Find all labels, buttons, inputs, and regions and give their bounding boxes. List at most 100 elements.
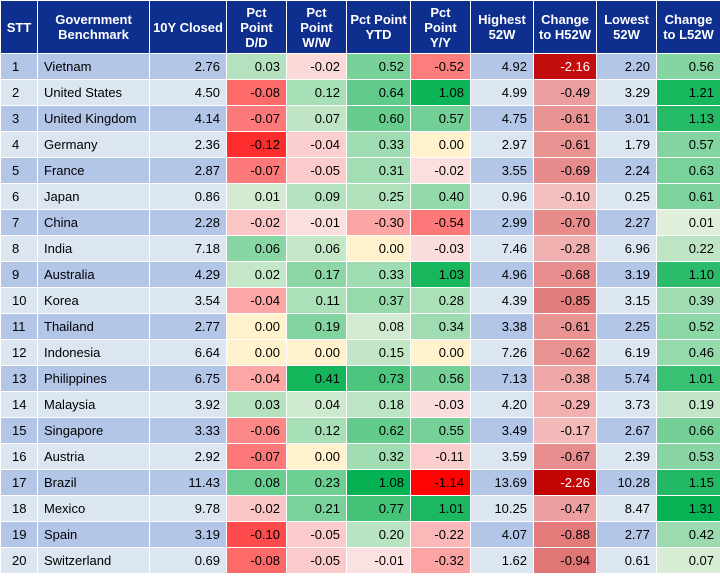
cell-pct-ww: 0.11 (286, 287, 347, 314)
cell-pct-yy: 0.34 (410, 313, 471, 340)
cell-pct-yy: -0.22 (410, 521, 471, 548)
cell-10y-closed: 2.92 (149, 443, 227, 470)
cell-change-h52w: -0.61 (533, 313, 597, 340)
cell-pct-dd: -0.02 (226, 495, 287, 522)
cell-change-l52w: 1.13 (656, 105, 720, 132)
cell-pct-ytd: 0.31 (346, 157, 411, 184)
cell-10y-closed: 2.87 (149, 157, 227, 184)
cell-pct-ytd: 0.77 (346, 495, 411, 522)
cell-lowest-52w: 0.25 (596, 183, 657, 210)
cell-highest-52w: 3.59 (470, 443, 534, 470)
cell-pct-dd: 0.03 (226, 391, 287, 418)
cell-10y-closed: 4.29 (149, 261, 227, 288)
cell-10y-closed: 2.36 (149, 131, 227, 158)
cell-change-h52w: -0.38 (533, 365, 597, 392)
header-highest-52w: Highest 52W (470, 0, 534, 54)
cell-10y-closed: 4.14 (149, 105, 227, 132)
cell-stt: 12 (0, 339, 38, 366)
cell-change-l52w: 0.57 (656, 131, 720, 158)
cell-stt: 11 (0, 313, 38, 340)
cell-change-l52w: 0.07 (656, 547, 720, 574)
cell-pct-yy: -0.02 (410, 157, 471, 184)
header-row: STT Government Benchmark 10Y Closed Pct … (0, 0, 720, 54)
cell-pct-ww: 0.07 (286, 105, 347, 132)
cell-pct-ytd: 0.60 (346, 105, 411, 132)
cell-10y-closed: 9.78 (149, 495, 227, 522)
cell-lowest-52w: 2.25 (596, 313, 657, 340)
cell-highest-52w: 3.38 (470, 313, 534, 340)
header-change-l52w: Change to L52W (656, 0, 720, 54)
cell-10y-closed: 0.86 (149, 183, 227, 210)
cell-pct-ww: 0.41 (286, 365, 347, 392)
cell-lowest-52w: 2.20 (596, 53, 657, 80)
cell-benchmark: Brazil (37, 469, 150, 496)
header-lowest-52w: Lowest 52W (596, 0, 657, 54)
cell-lowest-52w: 3.19 (596, 261, 657, 288)
cell-benchmark: Spain (37, 521, 150, 548)
cell-stt: 8 (0, 235, 38, 262)
cell-lowest-52w: 2.24 (596, 157, 657, 184)
cell-pct-ww: -0.05 (286, 157, 347, 184)
cell-stt: 6 (0, 183, 38, 210)
cell-pct-ytd: 0.33 (346, 261, 411, 288)
cell-highest-52w: 10.25 (470, 495, 534, 522)
cell-lowest-52w: 3.73 (596, 391, 657, 418)
cell-pct-ww: -0.05 (286, 547, 347, 574)
cell-change-l52w: 0.42 (656, 521, 720, 548)
cell-pct-ytd: 0.00 (346, 235, 411, 262)
cell-pct-ww: 0.19 (286, 313, 347, 340)
cell-change-l52w: 0.61 (656, 183, 720, 210)
cell-benchmark: Australia (37, 261, 150, 288)
cell-stt: 3 (0, 105, 38, 132)
table-row: 19 Spain 3.19 -0.10 -0.05 0.20 -0.22 4.07 -0.88 2… (0, 521, 720, 548)
table-row: 17 Brazil 11.43 0.08 0.23 1.08 -1.14 13.69 -2.26… (0, 469, 720, 496)
cell-10y-closed: 0.69 (149, 547, 227, 574)
cell-stt: 10 (0, 287, 38, 314)
cell-change-l52w: 0.53 (656, 443, 720, 470)
cell-change-h52w: -0.61 (533, 105, 597, 132)
header-pct-ytd: Pct Point YTD (346, 0, 411, 54)
cell-pct-ww: 0.00 (286, 443, 347, 470)
cell-change-h52w: -0.62 (533, 339, 597, 366)
table-row: 12 Indonesia 6.64 0.00 0.00 0.15 0.00 7.26 -0.62… (0, 339, 720, 366)
cell-change-h52w: -0.67 (533, 443, 597, 470)
cell-stt: 19 (0, 521, 38, 548)
cell-pct-ww: -0.05 (286, 521, 347, 548)
table-row: 4 Germany 2.36 -0.12 -0.04 0.33 0.00 2.97 -0.61 1… (0, 131, 720, 158)
cell-change-l52w: 1.01 (656, 365, 720, 392)
cell-lowest-52w: 3.01 (596, 105, 657, 132)
cell-pct-ww: -0.02 (286, 53, 347, 80)
cell-pct-yy: -0.54 (410, 209, 471, 236)
cell-highest-52w: 7.26 (470, 339, 534, 366)
cell-pct-ww: 0.04 (286, 391, 347, 418)
cell-change-l52w: 1.31 (656, 495, 720, 522)
cell-pct-yy: 0.00 (410, 339, 471, 366)
cell-stt: 20 (0, 547, 38, 574)
cell-pct-ytd: 0.52 (346, 53, 411, 80)
cell-pct-ww: 0.23 (286, 469, 347, 496)
table-row: 20 Switzerland 0.69 -0.08 -0.05 -0.01 -0.32 1.6… (0, 547, 720, 574)
cell-highest-52w: 7.46 (470, 235, 534, 262)
cell-pct-ytd: 0.25 (346, 183, 411, 210)
cell-pct-yy: 1.03 (410, 261, 471, 288)
cell-change-h52w: -0.10 (533, 183, 597, 210)
cell-highest-52w: 4.39 (470, 287, 534, 314)
cell-pct-dd: -0.07 (226, 105, 287, 132)
cell-highest-52w: 0.96 (470, 183, 534, 210)
cell-benchmark: China (37, 209, 150, 236)
cell-pct-ww: -0.01 (286, 209, 347, 236)
cell-benchmark: Korea (37, 287, 150, 314)
header-benchmark: Government Benchmark (37, 0, 150, 54)
cell-10y-closed: 3.33 (149, 417, 227, 444)
cell-benchmark: United Kingdom (37, 105, 150, 132)
cell-lowest-52w: 6.96 (596, 235, 657, 262)
cell-change-h52w: -0.29 (533, 391, 597, 418)
cell-benchmark: Switzerland (37, 547, 150, 574)
cell-highest-52w: 4.99 (470, 79, 534, 106)
cell-lowest-52w: 2.39 (596, 443, 657, 470)
cell-change-h52w: -0.68 (533, 261, 597, 288)
cell-10y-closed: 11.43 (149, 469, 227, 496)
cell-change-l52w: 0.63 (656, 157, 720, 184)
cell-pct-yy: 1.01 (410, 495, 471, 522)
